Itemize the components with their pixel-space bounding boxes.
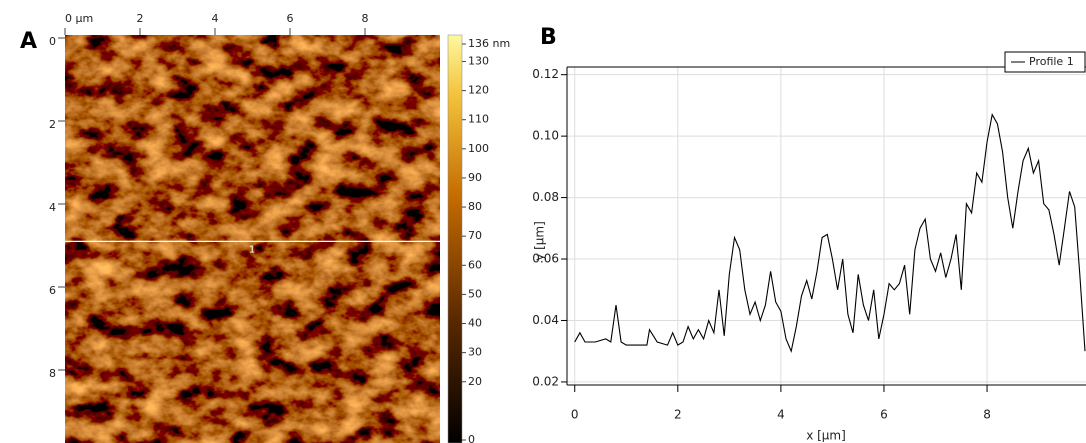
y-axis-label: y [µm] — [533, 221, 547, 261]
profile-label: 1 — [249, 244, 255, 255]
panel-label: A — [20, 29, 37, 54]
colorbar-tick-label: 120 — [468, 84, 489, 97]
panel-label: B — [540, 25, 557, 50]
colorbar-tick-label: 130 — [468, 54, 489, 67]
x-tick-label: 6 — [287, 12, 294, 25]
y-tick-label: 0.08 — [532, 190, 559, 204]
colorbar-tick-label: 50 — [468, 287, 482, 300]
y-tick-label: 0.10 — [532, 129, 559, 143]
x-tick-label: 6 — [880, 408, 888, 422]
colorbar-tick-label: 110 — [468, 113, 489, 126]
colorbar-tick-label: 70 — [468, 229, 482, 242]
y-tick-label: 4 — [49, 201, 56, 214]
colorbar-tick-label: 40 — [468, 317, 482, 330]
x-tick-label: 4 — [212, 12, 219, 25]
y-tick-label: 2 — [49, 118, 56, 131]
x-tick-label: 8 — [362, 12, 369, 25]
y-tick-label: 8 — [49, 367, 56, 380]
colorbar-tick-label: 90 — [468, 171, 482, 184]
colorbar-tick-label: 0 — [468, 433, 475, 443]
colorbar-tick-label: 60 — [468, 258, 482, 271]
y-tick-label: 6 — [49, 284, 56, 297]
profile-curve — [574, 113, 1086, 354]
colorbar-tick-label: 20 — [468, 375, 482, 388]
y-tick-label: 0.02 — [532, 374, 559, 388]
legend-box — [1004, 51, 1086, 73]
x-tick-label: 4 — [777, 408, 785, 422]
y-tick-label: 0.12 — [532, 67, 559, 81]
afm-image — [65, 35, 440, 443]
y-tick-label: 0.04 — [532, 313, 559, 327]
legend-label: Profile 1 — [1029, 55, 1074, 68]
x-tick-label: 0 — [571, 408, 579, 422]
x-tick-label: 2 — [137, 12, 144, 25]
colorbar-tick-label: 136 nm — [468, 37, 510, 50]
plot-area — [574, 113, 1086, 354]
y-tick-label: 0.06 — [532, 252, 559, 266]
colorbar-tick-label: 100 — [468, 142, 489, 155]
y-tick-label: 0 — [49, 35, 56, 48]
x-tick-label: 2 — [674, 408, 682, 422]
x-axis-label: x [µm] — [806, 429, 846, 443]
colorbar-tick-label: 30 — [468, 346, 482, 359]
colorbar — [447, 34, 463, 443]
x-tick-label: 8 — [983, 408, 991, 422]
colorbar-tick-label: 80 — [468, 200, 482, 213]
x-tick-label: 0 µm — [65, 12, 93, 25]
